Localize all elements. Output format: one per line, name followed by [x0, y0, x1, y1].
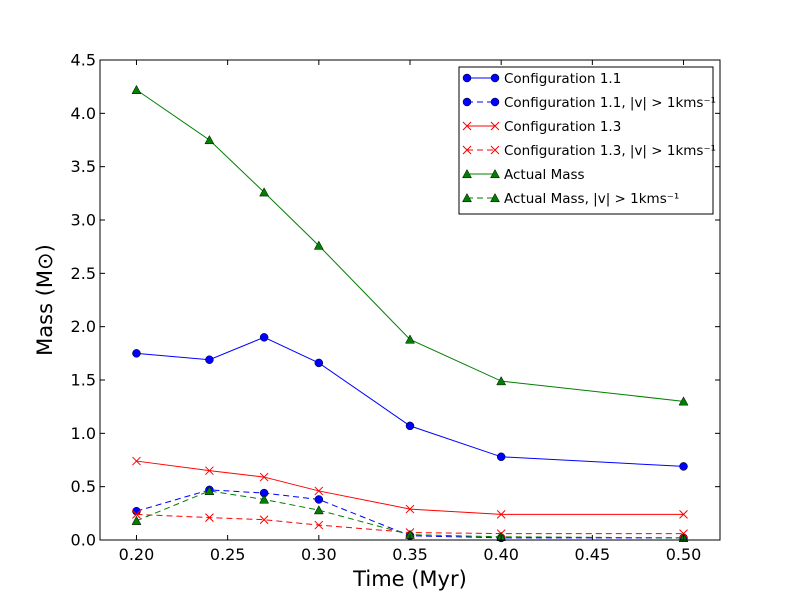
legend-marker — [462, 121, 472, 131]
legend-label: Configuration 1.1 — [504, 71, 621, 87]
data-point — [131, 515, 142, 525]
data-point — [259, 187, 270, 197]
data-point — [205, 466, 214, 476]
y-tick-label: 2.5 — [71, 264, 96, 283]
data-point — [313, 505, 324, 515]
legend-marker — [462, 192, 472, 203]
data-point — [205, 513, 214, 522]
legend-marker — [490, 97, 500, 107]
x-tick-label: 0.50 — [666, 545, 702, 564]
legend-label: Configuration 1.3 — [504, 119, 621, 135]
y-axis-title: Mass (M⊙) — [33, 244, 57, 356]
data-point — [496, 452, 506, 462]
data-point — [678, 396, 689, 406]
data-point — [132, 456, 141, 466]
data-point — [259, 333, 269, 342]
data-point — [496, 510, 506, 519]
data-point — [679, 462, 688, 471]
legend-box — [458, 66, 714, 215]
legend-item: Configuration 1.1 — [462, 71, 621, 87]
x-tick-label: 0.40 — [483, 545, 519, 564]
data-point — [314, 358, 324, 368]
x-tick-label: 0.30 — [301, 545, 337, 564]
y-tick-label: 0.5 — [71, 477, 96, 496]
data-point — [132, 510, 141, 519]
data-point — [132, 506, 141, 516]
legend-item: Configuration 1.1, |v| > 1kms⁻¹ — [462, 95, 716, 111]
legend-marker — [490, 192, 500, 203]
ticks-layer: 0.20 0.25 0.30 0.35 0.40 0.45 0.50 0.0 0.5 1.0 1.5… — [71, 51, 720, 564]
data-point — [259, 515, 269, 525]
legend-item: Actual Mass, |v| > 1kms⁻¹ — [462, 191, 679, 207]
data-point — [496, 376, 507, 386]
legend-marker — [462, 168, 472, 179]
legend-label: Actual Mass, |v| > 1kms⁻¹ — [504, 191, 679, 207]
y-tick-label: 1.0 — [71, 424, 96, 443]
series-5 — [131, 84, 689, 406]
data-point — [259, 472, 269, 482]
data-point — [679, 510, 688, 519]
x-tick-label: 0.20 — [119, 545, 155, 564]
legend-item: Configuration 1.3 — [462, 119, 621, 135]
data-point — [314, 520, 324, 530]
data-point — [314, 495, 324, 504]
x-tick-label: 0.35 — [392, 545, 428, 564]
data-point — [132, 349, 141, 358]
legend-marker — [490, 145, 500, 155]
legend-marker — [490, 73, 500, 83]
legend-label: Configuration 1.1, |v| > 1kms⁻¹ — [504, 95, 716, 111]
data-point — [405, 504, 415, 514]
y-tick-label: 4.5 — [71, 51, 96, 70]
data-point — [259, 494, 270, 504]
data-point — [204, 485, 215, 496]
x-tick-label: 0.45 — [575, 545, 611, 564]
data-point — [205, 355, 214, 364]
series-1 — [132, 333, 688, 471]
data-point — [314, 486, 324, 496]
legend-item: Configuration 1.3, |v| > 1kms⁻¹ — [462, 143, 716, 159]
x-tick-label: 0.25 — [210, 545, 246, 564]
y-tick-label: 4.0 — [71, 104, 96, 123]
y-tick-label: 3.5 — [71, 157, 96, 176]
x-axis-title: Time (Myr) — [352, 567, 467, 591]
data-point — [405, 421, 415, 431]
y-tick-label: 3.0 — [71, 211, 96, 230]
data-point — [405, 334, 415, 344]
legend-label: Actual Mass — [504, 167, 585, 183]
data-point — [131, 84, 142, 94]
series-3 — [132, 456, 688, 519]
legend-marker — [490, 121, 500, 131]
legend-item: Actual Mass — [462, 167, 585, 183]
legend-marker — [462, 145, 472, 155]
legend-marker — [462, 97, 472, 107]
legend-label: Configuration 1.3, |v| > 1kms⁻¹ — [504, 143, 716, 159]
y-tick-label: 0.0 — [71, 531, 96, 550]
legend-marker — [490, 168, 500, 179]
data-point — [313, 240, 324, 250]
y-tick-label: 1.5 — [71, 371, 96, 390]
legend: Configuration 1.1 Configuration 1.1, |v| … — [458, 66, 716, 215]
legend-marker — [462, 73, 472, 83]
data-point — [204, 134, 215, 145]
y-tick-label: 2.0 — [71, 317, 96, 336]
